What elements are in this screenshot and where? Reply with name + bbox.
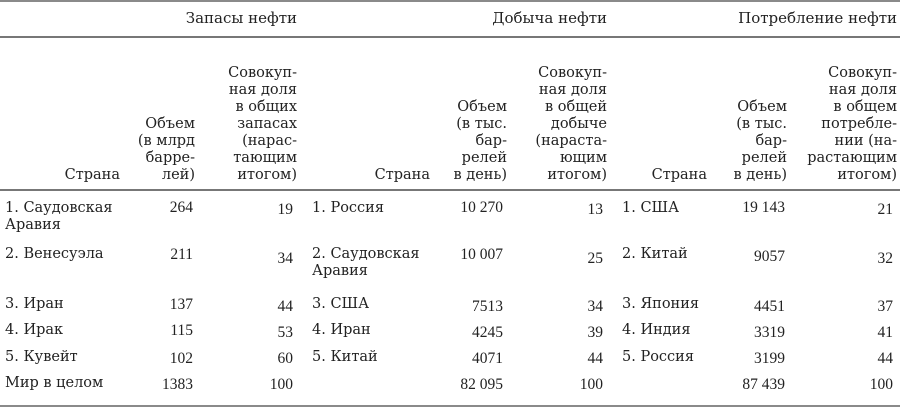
row-country: 2. Саудовская Аравия bbox=[312, 246, 420, 279]
row-share: 13 bbox=[587, 201, 604, 218]
header-country: Страна bbox=[651, 167, 707, 183]
row-share: 32 bbox=[877, 250, 894, 267]
row-share: 53 bbox=[277, 324, 294, 341]
row-country: 4. Иран bbox=[312, 322, 371, 338]
header-volume: Объем (в тыс. бар- релей в день) bbox=[733, 99, 788, 183]
group-title-reserves: Запасы нефти bbox=[185, 9, 297, 27]
header-share: Совокуп- ная доля в общем потребле- нии … bbox=[807, 65, 897, 183]
row-share: 34 bbox=[587, 298, 604, 315]
row-share-total: 100 bbox=[579, 376, 603, 393]
row-volume: 10 007 bbox=[460, 246, 503, 263]
row-volume: 102 bbox=[169, 350, 193, 367]
row-country: 5. Китай bbox=[312, 349, 378, 365]
row-country: 4. Ирак bbox=[5, 322, 64, 338]
row-volume: 264 bbox=[169, 199, 193, 216]
bottom-rule bbox=[0, 405, 900, 407]
row-volume: 19 143 bbox=[742, 199, 785, 216]
row-volume: 7513 bbox=[472, 298, 503, 315]
row-share-total: 100 bbox=[269, 376, 293, 393]
header-share: Совокуп- ная доля в общей добыче (нараст… bbox=[535, 65, 607, 183]
row-country: 3. Иран bbox=[5, 296, 64, 312]
row-share: 44 bbox=[277, 298, 294, 315]
group-title-production: Добыча нефти bbox=[492, 9, 607, 27]
row-share: 44 bbox=[587, 350, 604, 367]
row-share: 60 bbox=[277, 350, 294, 367]
row-country: 4. Индия bbox=[622, 322, 691, 338]
row-share: 41 bbox=[877, 324, 894, 341]
row-volume: 4071 bbox=[472, 350, 503, 367]
header-volume: Объем (в тыс. бар- релей в день) bbox=[453, 99, 508, 183]
row-share: 39 bbox=[587, 324, 604, 341]
column-header-rule bbox=[0, 189, 900, 191]
header-share: Совокуп- ная доля в общих запасах (нарас… bbox=[228, 65, 297, 183]
row-share-total: 100 bbox=[869, 376, 893, 393]
row-volume: 211 bbox=[170, 246, 193, 263]
row-volume: 4245 bbox=[472, 324, 503, 341]
row-volume: 4451 bbox=[754, 298, 785, 315]
row-share: 25 bbox=[587, 250, 604, 267]
row-country: 3. Япония bbox=[622, 296, 700, 312]
row-volume: 10 270 bbox=[460, 199, 503, 216]
row-volume-total: 1383 bbox=[162, 376, 193, 393]
row-country: 2. Китай bbox=[622, 246, 688, 262]
row-country: 5. Кувейт bbox=[5, 349, 78, 365]
row-country: 1. Россия bbox=[312, 200, 384, 216]
row-country-total: Мир в целом bbox=[5, 375, 104, 391]
row-share: 21 bbox=[877, 201, 894, 218]
row-volume: 137 bbox=[169, 296, 193, 313]
row-share: 34 bbox=[277, 250, 294, 267]
row-country: 3. США bbox=[312, 296, 370, 312]
row-country: 5. Россия bbox=[622, 349, 694, 365]
row-country: 1. Саудовская Аравия bbox=[5, 200, 113, 233]
row-share: 44 bbox=[877, 350, 894, 367]
row-volume-total: 82 095 bbox=[460, 376, 503, 393]
row-volume: 3199 bbox=[754, 350, 785, 367]
row-country: 2. Венесуэла bbox=[5, 246, 104, 262]
row-country: 1. США bbox=[622, 200, 680, 216]
group-title-consumption: Потребление нефти bbox=[738, 9, 897, 27]
row-share: 19 bbox=[277, 201, 294, 218]
row-volume: 9057 bbox=[754, 248, 785, 265]
header-volume: Объем (в млрд барре- лей) bbox=[137, 116, 195, 183]
header-country: Страна bbox=[64, 167, 120, 183]
header-country: Страна bbox=[374, 167, 430, 183]
row-volume-total: 87 439 bbox=[742, 376, 785, 393]
row-volume: 3319 bbox=[754, 324, 785, 341]
group-header-rule bbox=[0, 36, 900, 38]
top-rule bbox=[0, 0, 900, 2]
row-volume: 115 bbox=[170, 322, 193, 339]
row-share: 37 bbox=[877, 298, 894, 315]
